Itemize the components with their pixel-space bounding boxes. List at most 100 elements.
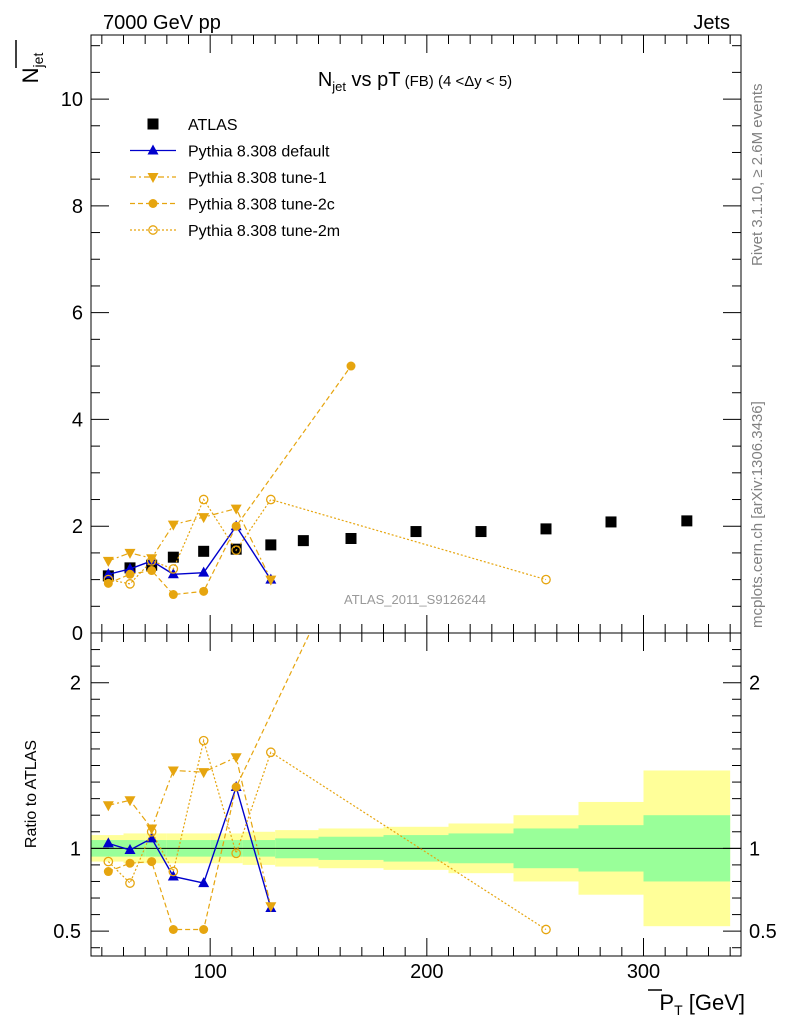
xlabel-unit: [GeV] [683,990,745,1015]
data-point [102,556,114,567]
data-point [146,556,157,566]
svg-text:Njet: Njet [18,53,46,84]
ratio-point [124,843,136,854]
plot-title: Njet vs pT (FB) (4 <Δy < 5) [318,69,512,94]
top-panel: 0 2 4 6 8 10 [61,34,742,645]
y-tick-label: 6 [72,303,83,325]
bottom-panel: 0.5 0.5 1 1 2 2 100 200 300 [53,632,777,983]
legend-item: ATLAS [147,117,238,134]
data-point [147,566,157,576]
header-left: 7000 GeV pp [103,12,221,34]
data-point [124,562,136,573]
top-y-axis: 0 2 4 6 8 10 [61,45,741,645]
ratio-point [147,857,157,867]
x-tick-label: 100 [193,961,226,983]
ratio-point [541,924,551,935]
data-point [681,515,693,527]
legend-label: Pythia 8.308 default [188,144,330,161]
title-range: (4 <Δy < 5) [438,73,512,90]
ratio-y-label-right: 2 [749,673,760,695]
bottom-panel-frame [90,632,742,957]
side-label-top: Rivet 3.1.10, ≥ 2.6M events [749,84,766,267]
ratio-point [102,837,114,848]
data-point [230,504,242,515]
ratio-y-label-left: 1 [70,838,81,860]
top-ylabel-sub: jet [30,53,46,69]
data-point [540,523,552,535]
data-point [103,574,114,585]
y-tick-label: 10 [61,89,83,111]
data-point [345,532,357,544]
data-point [265,494,276,505]
legend-marker [148,225,158,235]
legend-marker [147,144,159,155]
data-point [265,575,277,586]
ratio-point [146,824,158,835]
data-point [198,566,210,577]
series-4 [103,494,551,589]
ratio-point [103,856,114,867]
ratio-series-2 [103,633,311,934]
watermark: ATLAS_2011_S9126244 [344,592,486,607]
ratio-point [146,832,158,843]
header-right: Jets [693,12,730,34]
ratio-point [168,924,178,934]
title-rest: vs pT [346,69,400,91]
x-tick-label: 300 [627,961,660,983]
ratio-point [125,858,135,868]
ratio-y-label-right: 0.5 [749,921,777,943]
data-point [297,535,309,547]
series-line [108,365,352,596]
legend-label: ATLAS [188,117,238,134]
data-point [198,545,210,557]
legend-label: Pythia 8.308 tune-1 [188,170,327,187]
data-point [167,551,179,563]
bottom-panel-content [102,633,551,935]
title-main-sub: jet [331,79,346,94]
ratio-point [102,801,114,812]
data-point [125,579,135,589]
data-point [168,590,178,600]
xlabel-main: P [659,990,674,1015]
legend-marker [148,199,158,208]
data-point [168,564,179,574]
top-y-label: Njet [18,53,46,84]
data-point [265,539,277,551]
legend-marker [147,118,159,130]
top-ylabel-main: N [18,67,43,83]
data-point [410,526,422,538]
data-point [605,516,617,528]
ratio-point [231,848,242,859]
data-point [198,513,210,524]
ratio-point [167,766,179,777]
ratio-point [265,747,276,758]
x-axis-label: PT [GeV] [659,990,745,1018]
title-main: N [318,69,332,91]
ratio-point [103,867,113,877]
ratio-point [125,878,135,888]
series-3 [103,361,356,600]
ratio-point [124,796,136,807]
ratio-point [168,866,179,877]
data-point [125,569,135,579]
ratio-line [108,633,311,931]
ratio-y-label-right: 1 [749,838,760,860]
top-x-ticks [101,35,731,633]
bottom-x-axis: 100 200 300 [101,633,731,983]
ratio-point [265,902,277,913]
ratio-point [199,924,209,934]
data-point [124,548,136,559]
x-tick-label: 200 [410,961,443,983]
y-tick-label: 8 [72,196,83,218]
series-0 [102,515,693,582]
ratio-series-3 [103,735,551,935]
y-tick-label: 0 [72,623,83,645]
side-label-bottom: mcplots.cern.ch [arXiv:1306.3436] [749,401,766,628]
data-point [199,586,209,596]
data-point [475,526,487,538]
ratio-point [146,826,157,837]
data-point [167,520,179,531]
data-point [541,574,551,585]
ratio-y-label-left: 2 [70,673,81,695]
